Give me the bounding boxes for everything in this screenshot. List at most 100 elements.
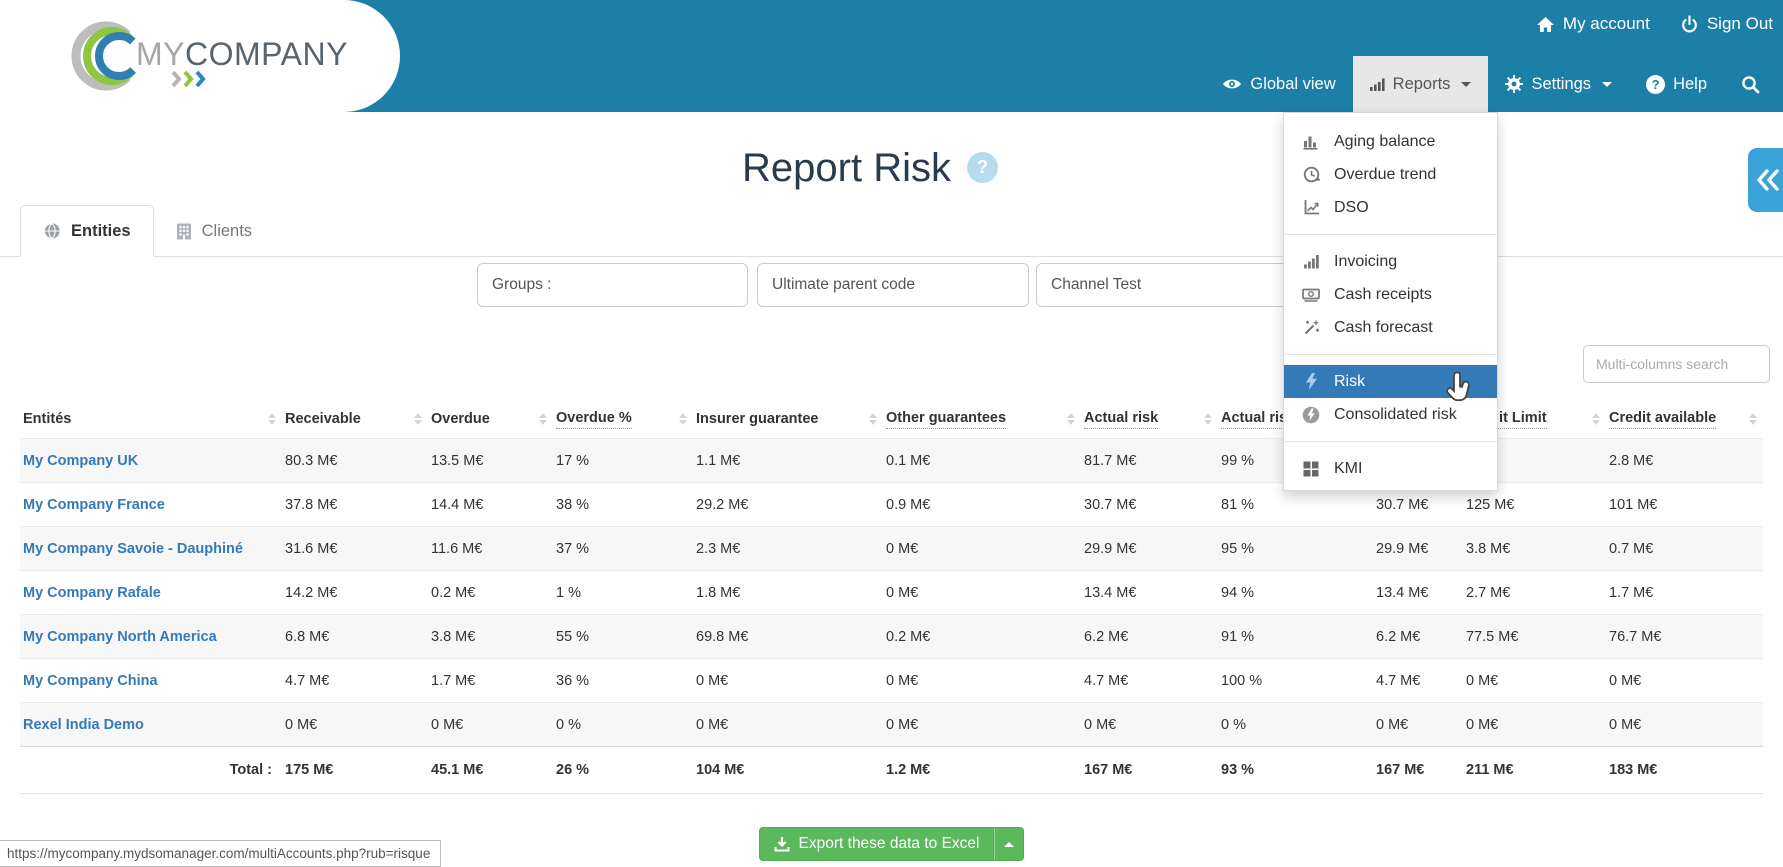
signal-bars-icon — [1301, 253, 1321, 270]
multi-columns-search-input[interactable] — [1583, 345, 1770, 383]
link-preview-statusbar: https://mycompany.mydsomanager.com/multi… — [0, 840, 442, 867]
grid-icon — [1301, 461, 1321, 477]
eye-icon — [1223, 79, 1242, 89]
navbar-top-row: My account Sign Out — [1536, 14, 1773, 34]
col-header-entities[interactable]: Entités — [20, 400, 282, 439]
groups-filter-input[interactable] — [477, 263, 748, 307]
table-row: My Company China 4.7 M€ 1.7 M€ 36 % 0 M€ 0 M… — [20, 658, 1763, 703]
chevron-down-icon — [1602, 81, 1613, 87]
sort-icon[interactable] — [869, 413, 877, 425]
nav-item-reports[interactable]: Reports — [1352, 56, 1489, 112]
table-header-row: Entités Receivable Overdue Overdue % Ins… — [20, 400, 1763, 439]
my-account-link[interactable]: My account — [1536, 14, 1650, 34]
col-header-receivable[interactable]: Receivable — [282, 400, 428, 439]
top-navbar: MYCOMPANY My account Sign Out Global vie… — [0, 0, 1783, 112]
history-clock-icon — [1301, 166, 1321, 183]
logo[interactable]: MYCOMPANY — [0, 0, 400, 112]
sort-icon[interactable] — [679, 413, 687, 425]
tab-entities[interactable]: Entities — [20, 205, 154, 257]
entity-link[interactable]: Rexel India Demo — [23, 716, 144, 733]
table-row: My Company Rafale 14.2 M€ 0.2 M€ 1 % 1.8 M€… — [20, 570, 1763, 615]
gear-icon — [1505, 75, 1524, 93]
menu-divider — [1284, 441, 1497, 442]
nav-item-global-view[interactable]: Global view — [1205, 56, 1352, 112]
banknote-icon — [1301, 286, 1321, 303]
menu-divider — [1284, 234, 1497, 235]
title-help-icon[interactable]: ? — [966, 152, 998, 183]
menu-item-aging-balance[interactable]: Aging balance — [1284, 125, 1497, 158]
ultimate-parent-code-input[interactable] — [757, 263, 1029, 307]
sort-icon[interactable] — [1067, 413, 1075, 425]
page-title-row: Report Risk? — [0, 146, 1740, 191]
entity-link[interactable]: My Company China — [23, 672, 158, 689]
col-header-other-guarantees[interactable]: Other guarantees — [883, 400, 1081, 439]
export-options-caret-button[interactable] — [994, 827, 1025, 861]
entity-link[interactable]: My Company UK — [23, 452, 139, 469]
sort-icon[interactable] — [268, 413, 276, 425]
chevron-down-icon — [1461, 81, 1472, 87]
page-title: Report Risk — [742, 146, 951, 190]
home-icon — [1536, 16, 1554, 32]
table-row: My Company France 37.8 M€ 14.4 M€ 38 % 29.2… — [20, 482, 1763, 527]
table-row: My Company Savoie - Dauphiné 31.6 M€ 11.6… — [20, 526, 1763, 571]
sort-icon[interactable] — [539, 413, 547, 425]
chevron-up-icon — [1004, 841, 1015, 847]
entity-link[interactable]: My Company France — [23, 496, 165, 513]
cursor-pointer — [1446, 371, 1470, 402]
menu-divider — [1284, 354, 1497, 355]
col-header-insurer-guarantee[interactable]: Insurer guarantee — [693, 400, 883, 439]
tabbar-divider — [0, 256, 1783, 257]
export-button-group: Export these data to Excel — [758, 827, 1025, 861]
nav-search-button[interactable] — [1724, 56, 1777, 112]
logo-wordmark: MYCOMPANY — [136, 36, 348, 72]
nav-item-help[interactable]: ? Help — [1629, 56, 1724, 112]
menu-item-dso[interactable]: DSO — [1284, 191, 1497, 224]
bar-chart-icon — [1369, 78, 1385, 91]
menu-item-consolidated-risk[interactable]: Consolidated risk — [1284, 398, 1497, 431]
magic-wand-icon — [1301, 319, 1321, 336]
tabbar: Entities Clients — [20, 205, 274, 257]
navbar-menu-row: Global view Reports Settings ? Help — [1205, 56, 1777, 112]
lightning-circle-icon — [1301, 406, 1321, 424]
col-header-overdue[interactable]: Overdue — [428, 400, 553, 439]
search-icon — [1742, 75, 1760, 93]
side-panel-toggle[interactable] — [1748, 148, 1783, 212]
menu-item-invoicing[interactable]: Invoicing — [1284, 245, 1497, 278]
sort-icon[interactable] — [1592, 413, 1600, 425]
lightning-icon — [1301, 373, 1321, 390]
total-label: Total : — [20, 746, 282, 794]
col-header-credit-available[interactable]: Credit available — [1606, 400, 1763, 439]
logo-chevrons-icon — [171, 70, 206, 88]
nav-item-settings[interactable]: Settings — [1488, 56, 1629, 112]
col-header-actual-risk[interactable]: Actual risk — [1081, 400, 1218, 439]
sort-icon[interactable] — [1749, 413, 1757, 425]
menu-item-kmi[interactable]: KMI — [1284, 452, 1497, 485]
sort-icon[interactable] — [1204, 413, 1212, 425]
globe-icon — [43, 222, 60, 240]
sort-icon[interactable] — [414, 413, 422, 425]
menu-item-cash-forecast[interactable]: Cash forecast — [1284, 311, 1497, 344]
tab-clients[interactable]: Clients — [154, 205, 274, 257]
download-icon — [774, 837, 790, 852]
double-chevron-left-icon — [1757, 169, 1779, 191]
entity-link[interactable]: My Company North America — [23, 628, 217, 645]
sign-out-link[interactable]: Sign Out — [1680, 14, 1773, 34]
export-excel-button[interactable]: Export these data to Excel — [758, 827, 995, 861]
table-total-row: Total : 175 M€ 45.1 M€ 26 % 104 M€ 1.2 M€ 167… — [20, 746, 1763, 794]
trend-line-icon — [1301, 199, 1321, 216]
col-header-overdue-pct[interactable]: Overdue % — [553, 400, 693, 439]
menu-item-overdue-trend[interactable]: Overdue trend — [1284, 158, 1497, 191]
entity-link[interactable]: My Company Savoie - Dauphiné — [23, 540, 243, 557]
entity-link[interactable]: My Company Rafale — [23, 584, 161, 601]
column-chart-icon — [1301, 133, 1321, 150]
menu-item-cash-receipts[interactable]: Cash receipts — [1284, 278, 1497, 311]
power-icon — [1681, 14, 1697, 32]
logo-arcs-icon — [71, 21, 143, 91]
risk-table: Entités Receivable Overdue Overdue % Ins… — [20, 400, 1763, 794]
table-row: My Company North America 6.8 M€ 3.8 M€ 55 … — [20, 614, 1763, 659]
question-circle-icon: ? — [1646, 74, 1666, 94]
table-row: My Company UK 80.3 M€ 13.5 M€ 17 % 1.1 M€ 0.… — [20, 438, 1763, 483]
channel-filter-input[interactable] — [1036, 263, 1307, 307]
reports-dropdown-menu: Aging balance Overdue trend DSO Invoicin… — [1283, 112, 1498, 491]
